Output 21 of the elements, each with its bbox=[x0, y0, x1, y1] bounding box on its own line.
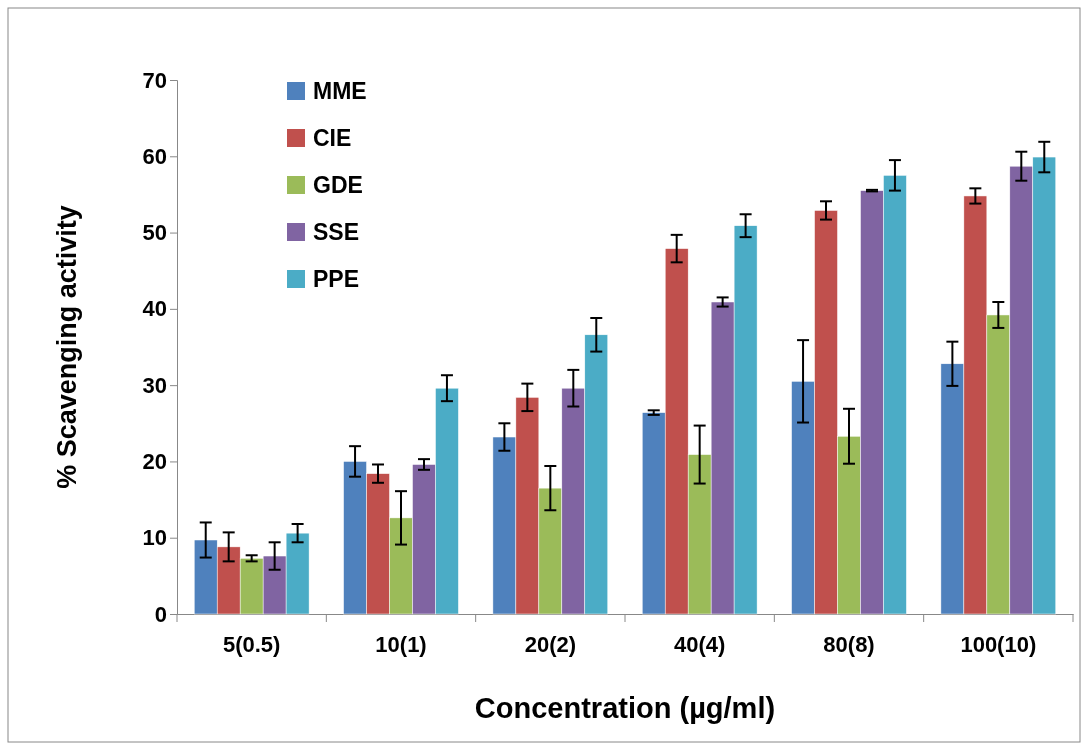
legend-label: CIE bbox=[313, 125, 352, 151]
y-tick-label: 50 bbox=[142, 220, 167, 246]
x-tick-label: 40(4) bbox=[673, 632, 726, 658]
y-tick-label: 30 bbox=[142, 372, 167, 398]
y-axis-title: % Scavenging activity bbox=[52, 205, 82, 489]
x-tick-label: 100(10) bbox=[960, 632, 1037, 658]
x-axis-title: Concentration (µg/ml) bbox=[474, 692, 776, 724]
legend-label: MME bbox=[313, 78, 367, 104]
x-tick-label: 20(2) bbox=[524, 632, 577, 658]
y-tick-label: 0 bbox=[154, 601, 167, 627]
y-tick-label: 70 bbox=[142, 67, 167, 93]
y-tick-label: 20 bbox=[142, 448, 167, 474]
x-tick-label: 80(8) bbox=[823, 632, 875, 658]
y-tick-label: 10 bbox=[142, 525, 167, 551]
y-tick-label: 60 bbox=[142, 143, 167, 169]
y-tick-label: 40 bbox=[142, 296, 167, 322]
legend-label: GDE bbox=[313, 172, 363, 198]
legend-label: PPE bbox=[313, 266, 360, 292]
x-tick-label: 5(0.5) bbox=[222, 632, 281, 658]
x-tick-label: 10(1) bbox=[375, 632, 427, 658]
legend-label: SSE bbox=[313, 219, 360, 245]
